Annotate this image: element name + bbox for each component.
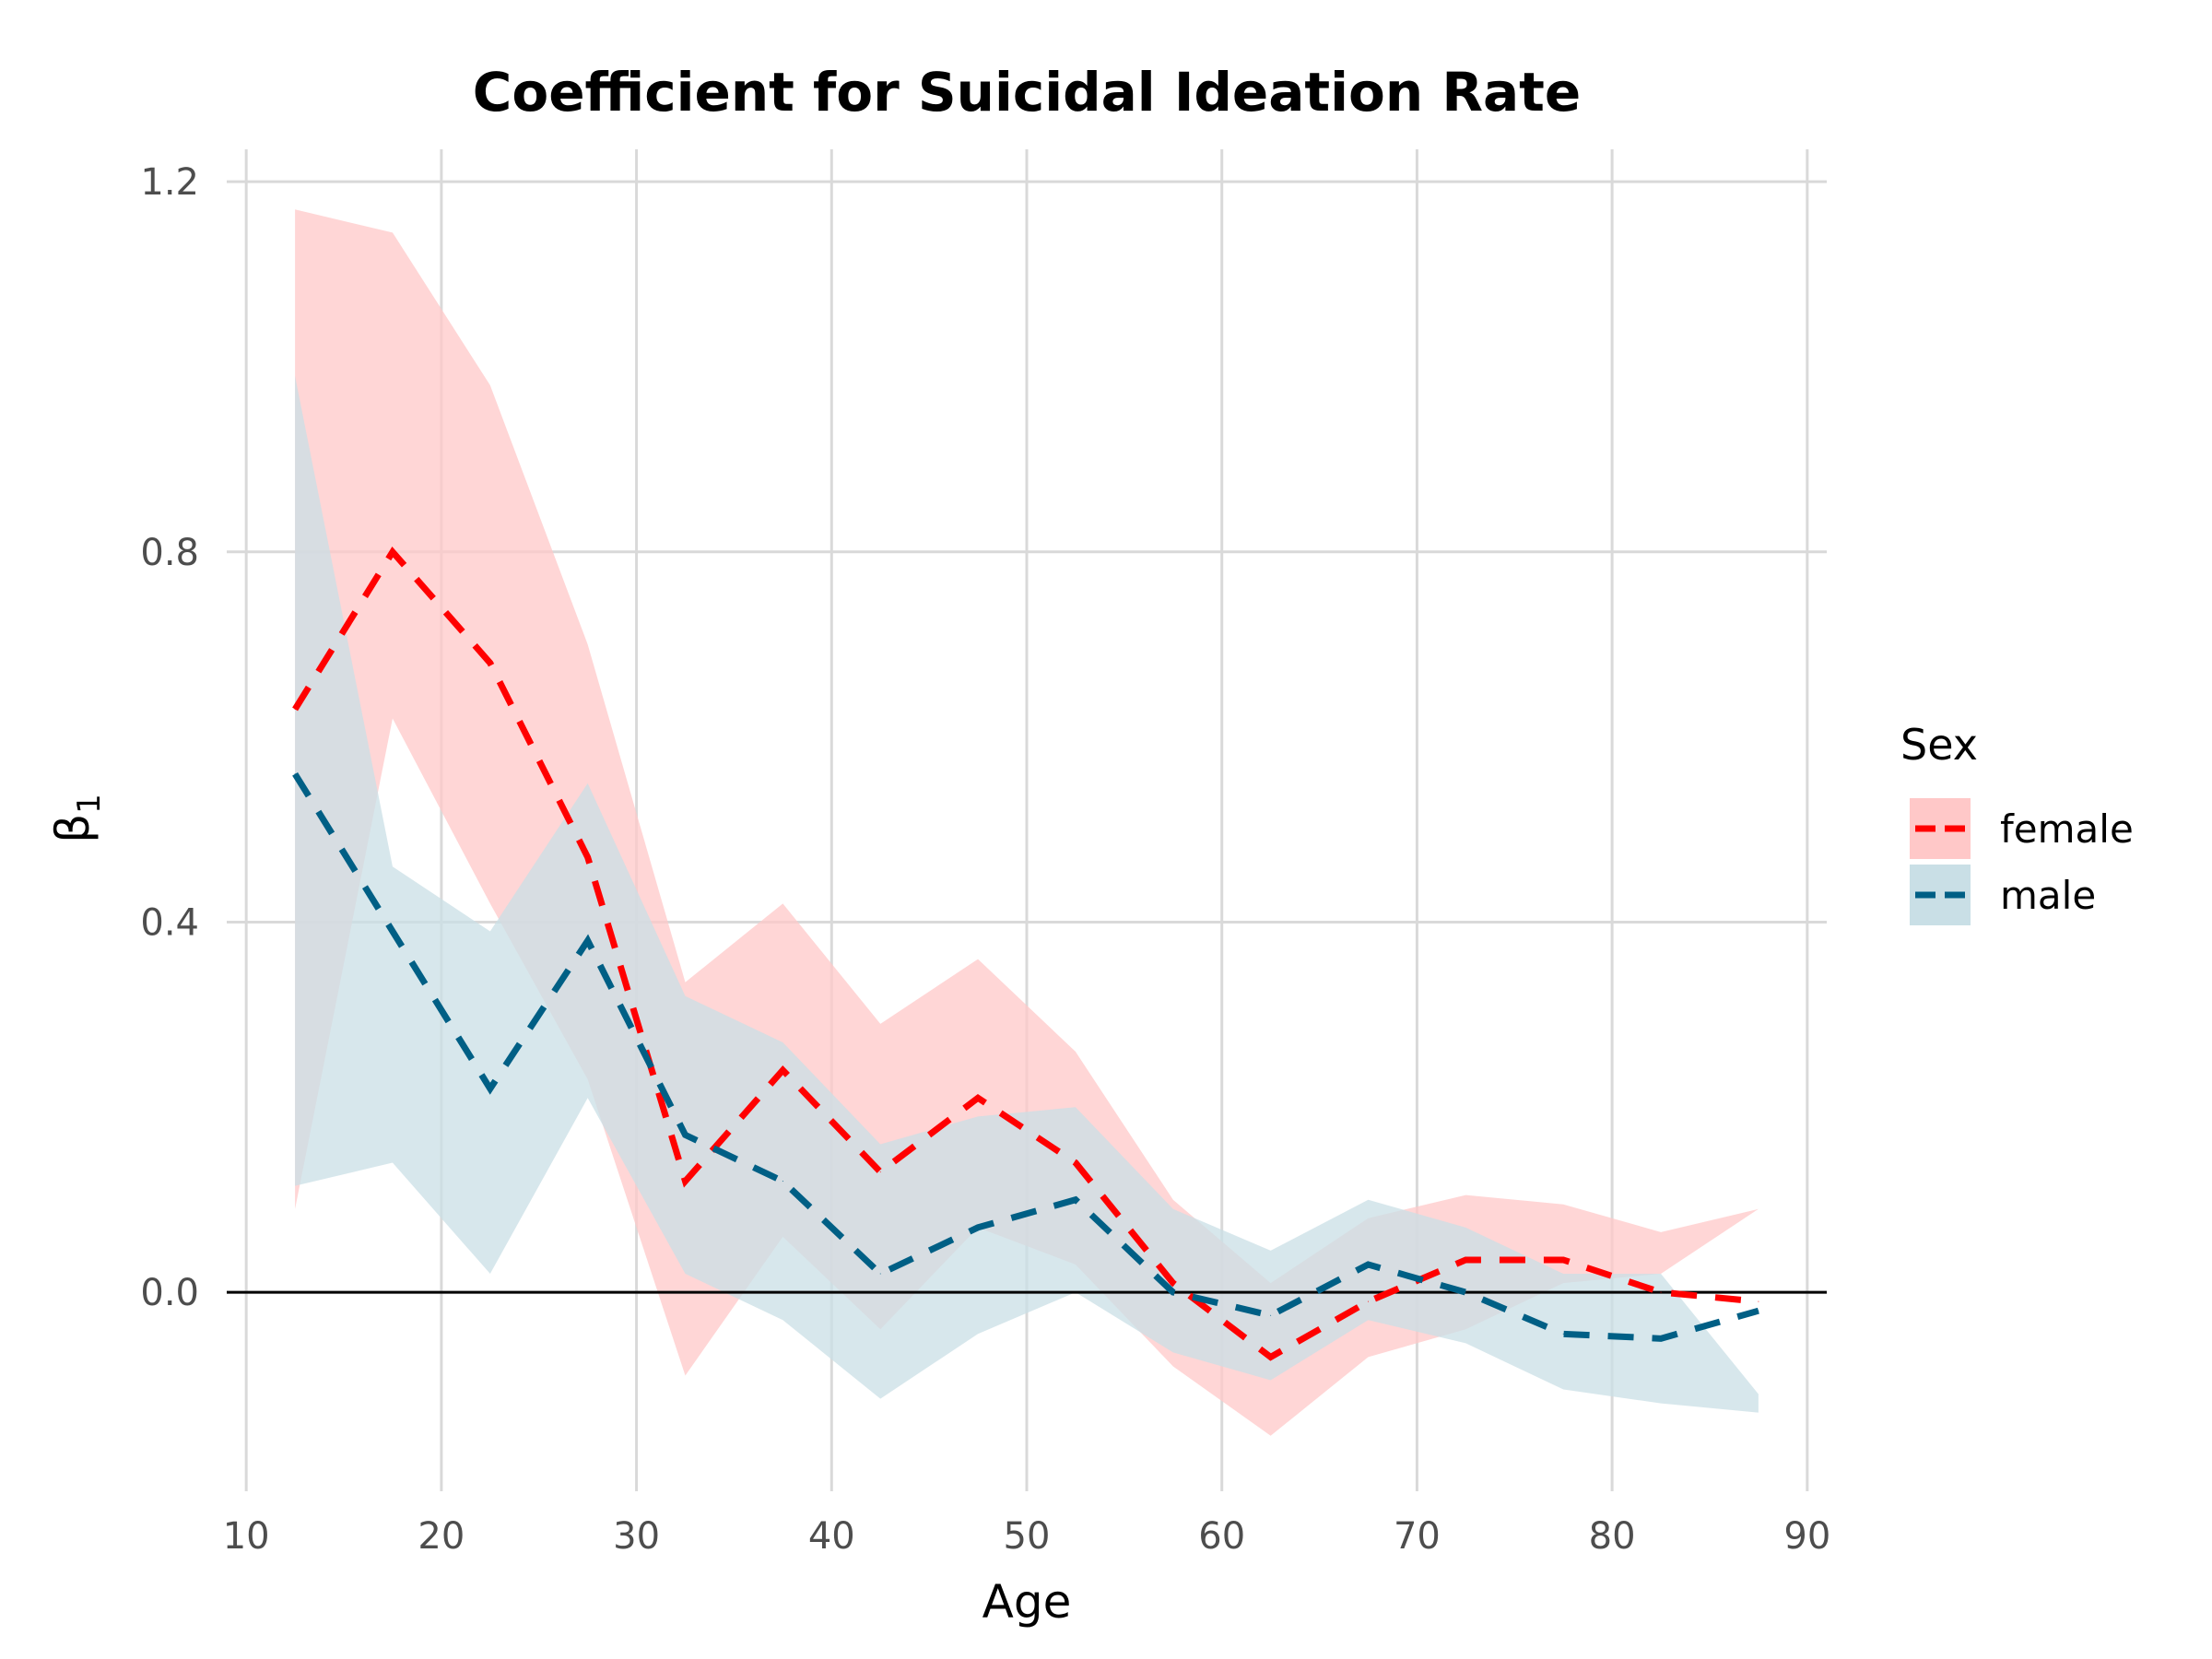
legend-title: Sex xyxy=(1900,720,1978,770)
x-tick-label-80: 80 xyxy=(1589,1515,1636,1558)
female-point-52.5 xyxy=(1075,1162,1077,1164)
female-point-22.5 xyxy=(489,662,491,664)
male-point-77.5 xyxy=(1562,1333,1564,1335)
y-tick-label-0.8: 0.8 xyxy=(140,532,199,574)
male-point-72.5 xyxy=(1465,1291,1466,1293)
male-point-47.5 xyxy=(977,1227,979,1229)
female-point-82.5 xyxy=(1660,1291,1662,1293)
male-point-87.5 xyxy=(1758,1310,1759,1312)
female-point-77.5 xyxy=(1562,1259,1564,1261)
male-point-17.5 xyxy=(392,930,394,932)
male-confidence-ribbon xyxy=(295,376,1759,1413)
y-tick-label-0.0: 0.0 xyxy=(140,1272,199,1314)
female-point-37.5 xyxy=(782,1069,783,1071)
x-tick-label-20: 20 xyxy=(418,1515,465,1558)
female-point-87.5 xyxy=(1758,1300,1759,1302)
male-point-37.5 xyxy=(782,1181,783,1182)
chart-title: Coefficient for Suicidal Ideation Rate xyxy=(473,61,1581,124)
female-point-47.5 xyxy=(977,1097,979,1099)
legend-label-female: female xyxy=(2000,806,2134,852)
y-axis-label-subscript: 1 xyxy=(71,794,108,814)
female-point-62.5 xyxy=(1270,1356,1272,1358)
legend-item-female: female xyxy=(1910,798,2134,859)
female-point-57.5 xyxy=(1172,1282,1174,1284)
legend-label-male: male xyxy=(2000,873,2096,918)
male-point-67.5 xyxy=(1367,1264,1369,1265)
female-point-32.5 xyxy=(685,1181,687,1182)
confidence-ribbons xyxy=(295,209,1759,1436)
series-lines xyxy=(292,546,1759,1361)
y-axis-ticks: 0.0 0.4 0.8 1.2 xyxy=(140,161,199,1314)
x-tick-label-10: 10 xyxy=(223,1515,270,1558)
y-tick-label-1.2: 1.2 xyxy=(140,161,199,204)
legend: Sex female male xyxy=(1900,720,2134,925)
male-point-52.5 xyxy=(1075,1199,1077,1201)
male-point-12.5 xyxy=(294,773,296,775)
female-point-67.5 xyxy=(1367,1300,1369,1302)
male-point-22.5 xyxy=(489,1088,491,1089)
y-tick-label-0.4: 0.4 xyxy=(140,901,199,944)
male-series-line xyxy=(292,771,1759,1342)
x-tick-label-40: 40 xyxy=(808,1515,855,1558)
x-axis-ticks: 10 20 30 40 50 60 70 80 90 xyxy=(223,1515,1831,1558)
male-point-62.5 xyxy=(1270,1314,1272,1316)
x-tick-label-30: 30 xyxy=(613,1515,660,1558)
x-axis-label: Age xyxy=(982,1575,1072,1629)
x-tick-label-90: 90 xyxy=(1783,1515,1830,1558)
female-point-12.5 xyxy=(294,709,296,711)
legend-item-male: male xyxy=(1910,865,2096,925)
x-tick-label-50: 50 xyxy=(1004,1515,1051,1558)
female-series-line xyxy=(292,546,1759,1361)
y-axis-label-symbol: β xyxy=(46,814,100,843)
y-axis-label-group: β1 xyxy=(46,794,108,843)
x-tick-label-70: 70 xyxy=(1394,1515,1441,1558)
female-point-27.5 xyxy=(587,856,589,858)
male-point-27.5 xyxy=(587,940,589,942)
male-point-42.5 xyxy=(879,1273,881,1275)
x-tick-label-60: 60 xyxy=(1198,1515,1245,1558)
female-point-17.5 xyxy=(392,551,394,553)
y-axis-label: β1 xyxy=(46,794,108,843)
male-point-82.5 xyxy=(1660,1337,1662,1339)
female-point-72.5 xyxy=(1465,1259,1466,1261)
male-point-57.5 xyxy=(1172,1291,1174,1293)
female-point-42.5 xyxy=(879,1171,881,1173)
